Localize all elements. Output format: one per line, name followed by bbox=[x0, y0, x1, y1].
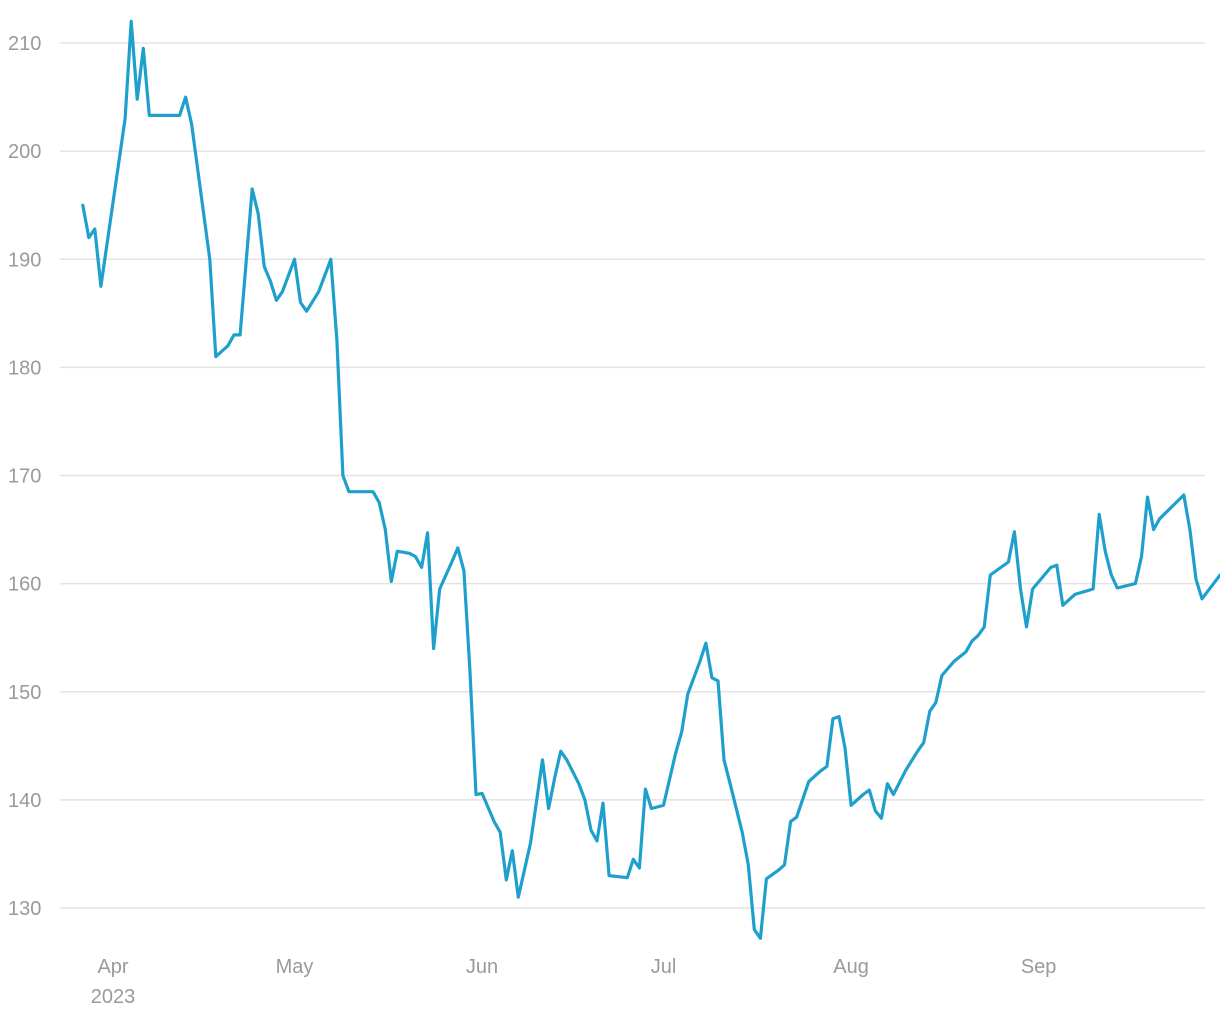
x-tick-label: Aug bbox=[833, 956, 869, 978]
series-layer bbox=[81, 19, 1220, 940]
y-tick-label: 210 bbox=[8, 33, 41, 55]
y-tick-label: 150 bbox=[8, 682, 41, 704]
y-tick-label: 190 bbox=[8, 249, 41, 271]
x-axis-tick-labels: Apr 2023 May Jun Jul Aug Sep bbox=[91, 956, 1057, 1008]
x-tick-label: Jun bbox=[466, 956, 498, 978]
series-line bbox=[81, 19, 1220, 940]
y-tick-label: 160 bbox=[8, 574, 41, 596]
gridlines bbox=[60, 42, 1205, 909]
y-tick-label: 130 bbox=[8, 898, 41, 920]
y-tick-label: 200 bbox=[8, 141, 41, 163]
x-tick-label: May bbox=[276, 956, 314, 978]
y-tick-label: 170 bbox=[8, 466, 41, 488]
x-tick-label: Jul bbox=[651, 956, 677, 978]
y-tick-label: 140 bbox=[8, 790, 41, 812]
y-tick-label: 180 bbox=[8, 357, 41, 379]
y-axis-tick-labels: 130 140 150 160 170 180 190 200 210 bbox=[8, 33, 41, 920]
x-tick-label: Sep bbox=[1021, 956, 1057, 978]
x-tick-label: Apr bbox=[97, 956, 128, 978]
x-tick-year-label: 2023 bbox=[91, 986, 136, 1008]
